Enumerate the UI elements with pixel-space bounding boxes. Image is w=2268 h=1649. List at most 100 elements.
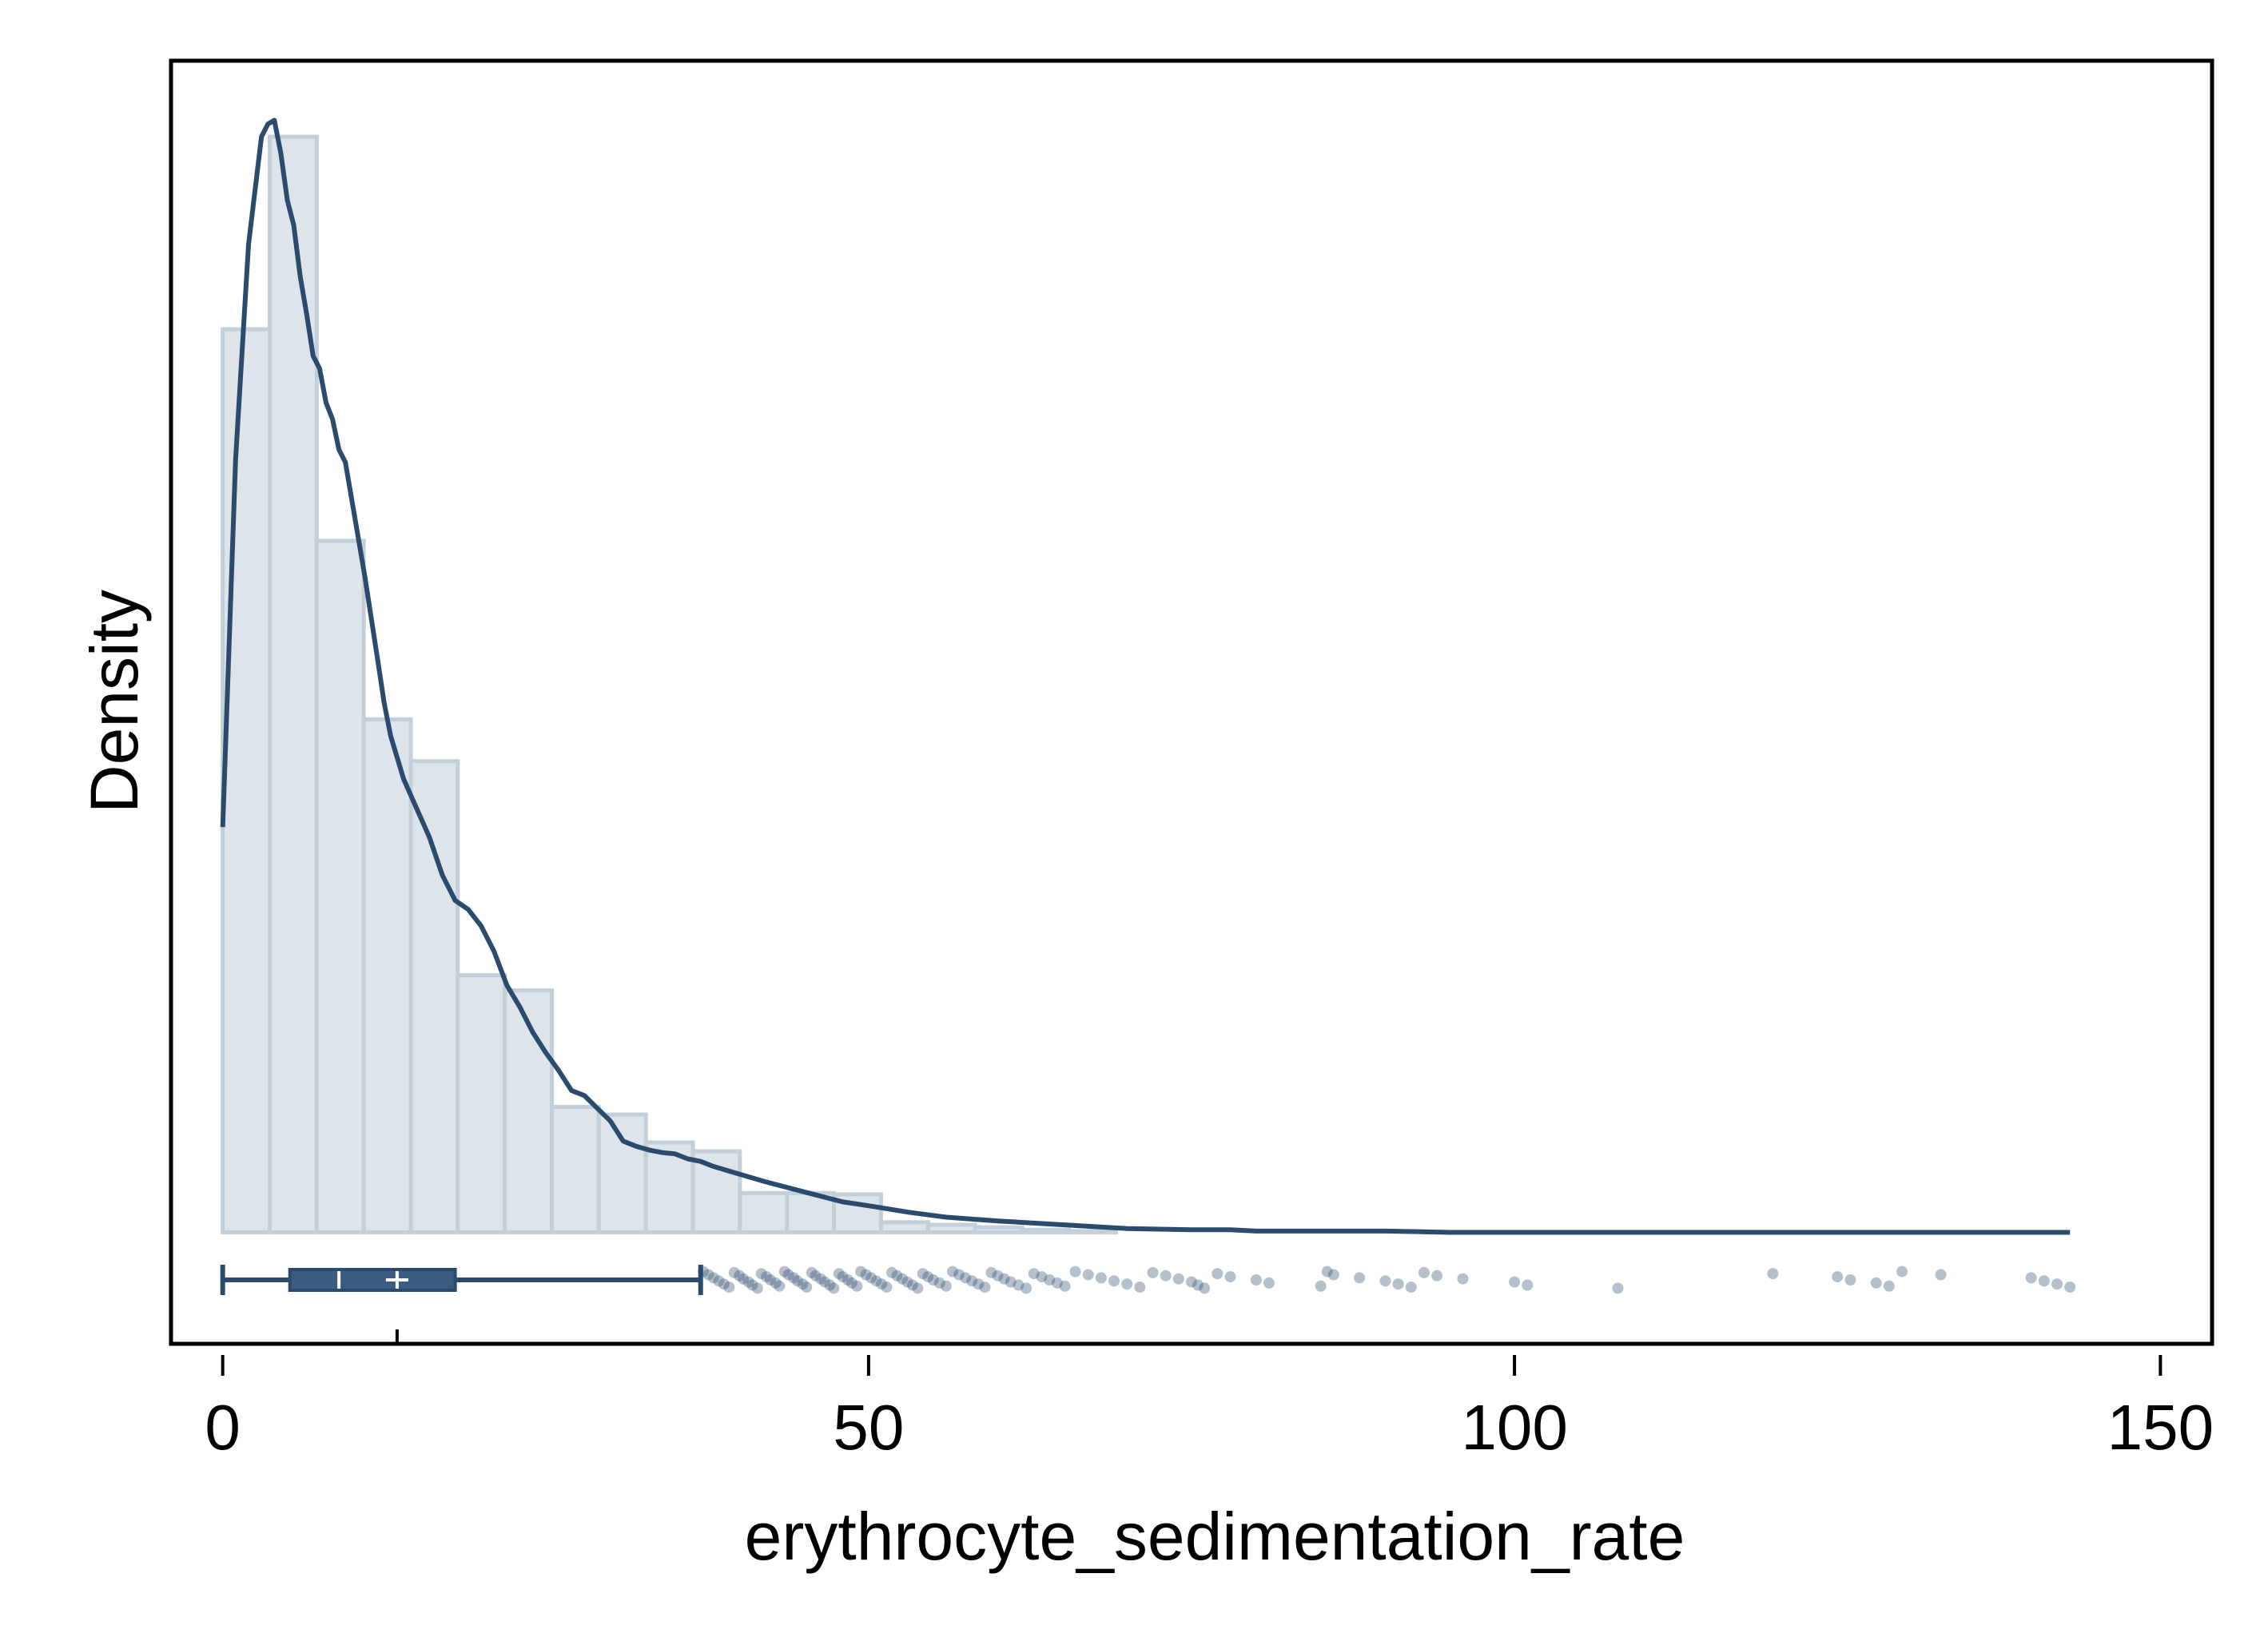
outlier-point: [1263, 1277, 1275, 1289]
outlier-point: [1108, 1275, 1120, 1287]
outlier-point: [1509, 1276, 1521, 1288]
histogram-bar: [503, 988, 555, 1234]
outlier-point: [860, 1269, 872, 1281]
outlier-point: [885, 1266, 897, 1278]
outlier-point: [1612, 1282, 1624, 1294]
outlier-point: [713, 1275, 725, 1287]
outlier-point: [837, 1271, 849, 1283]
outlier-point: [1832, 1271, 1844, 1283]
outlier-point: [896, 1273, 908, 1285]
outlier-point: [778, 1266, 790, 1277]
outlier-point: [782, 1269, 794, 1281]
outlier-point: [728, 1266, 740, 1278]
outlier-point: [1095, 1272, 1107, 1284]
plot-frame: [169, 58, 2214, 1346]
outlier-point: [1327, 1269, 1339, 1281]
histogram-bar: [550, 1105, 601, 1234]
outlier-point: [1121, 1278, 1133, 1290]
outlier-point: [1870, 1277, 1882, 1289]
outlier-point: [1321, 1266, 1333, 1277]
outlier-point: [801, 1281, 813, 1293]
histogram-bar: [408, 759, 460, 1234]
y-axis-label: Density: [77, 590, 152, 813]
outlier-point: [1405, 1281, 1417, 1293]
outlier-point: [1354, 1272, 1366, 1284]
outlier-point: [1883, 1280, 1895, 1292]
outlier-point: [707, 1272, 719, 1284]
x-tick-label: 150: [2107, 1392, 2214, 1463]
outlier-point: [1457, 1273, 1469, 1285]
outlier-point: [788, 1272, 800, 1284]
boxplot: [220, 1265, 703, 1295]
outlier-point: [865, 1272, 877, 1284]
x-axis: 0 50 100 150: [205, 1329, 2214, 1463]
outlier-point: [842, 1274, 854, 1285]
histogram-bar: [878, 1220, 930, 1234]
outlier-point: [1134, 1281, 1146, 1293]
outlier-point: [1192, 1279, 1204, 1291]
outlier-point: [751, 1282, 763, 1294]
outlier-point: [1199, 1282, 1211, 1294]
histogram-bar: [925, 1222, 977, 1234]
outlier-point: [1392, 1278, 1404, 1290]
outlier-point: [1224, 1271, 1236, 1283]
outlier-point: [966, 1275, 978, 1287]
outlier-point: [940, 1280, 952, 1292]
outlier-point: [774, 1280, 786, 1292]
outlier-point: [2038, 1275, 2050, 1287]
density-curve-layer: [220, 117, 2071, 1235]
outlier-point: [1013, 1279, 1025, 1291]
outlier-point: [1059, 1280, 1071, 1292]
x-tick-label: 50: [833, 1392, 904, 1463]
outlier-point: [973, 1278, 985, 1290]
outlier-point: [2051, 1278, 2063, 1290]
outlier-point: [1021, 1282, 1033, 1294]
outlier-point: [738, 1273, 750, 1285]
outlier-point: [1250, 1274, 1262, 1285]
outlier-point: [1069, 1266, 1081, 1277]
outlier-point: [946, 1266, 958, 1277]
outlier-point: [1844, 1274, 1856, 1285]
outlier-point: [702, 1269, 714, 1281]
outlier-point: [1315, 1280, 1327, 1292]
histogram-bars: [221, 134, 1119, 1234]
outlier-point: [818, 1276, 830, 1288]
outlier-point: [927, 1274, 939, 1285]
histogram-bar: [221, 327, 272, 1234]
outlier-point: [876, 1278, 888, 1290]
outlier-point: [870, 1275, 882, 1287]
outlier-point: [746, 1279, 758, 1291]
histogram-bar: [738, 1190, 790, 1234]
outlier-point: [998, 1273, 1010, 1285]
histogram-bar: [361, 717, 413, 1234]
outlier-point: [953, 1269, 965, 1281]
outlier-point: [761, 1271, 773, 1283]
outlier-point: [1431, 1270, 1443, 1281]
outlier-point: [979, 1281, 991, 1293]
outlier-point: [912, 1282, 924, 1294]
histogram-bar: [314, 538, 366, 1234]
histogram-bar: [1067, 1229, 1119, 1234]
outlier-point: [765, 1274, 777, 1285]
boxplot-box: [288, 1268, 457, 1292]
outlier-point: [960, 1272, 972, 1284]
outlier-point: [901, 1276, 913, 1288]
outlier-point: [806, 1266, 818, 1278]
outlier-point: [1082, 1269, 1094, 1281]
outlier-point: [2064, 1281, 2076, 1293]
histogram-bar: [1020, 1227, 1072, 1234]
histogram-bar: [973, 1225, 1025, 1234]
outlier-point: [797, 1278, 809, 1290]
outlier-point: [1418, 1266, 1430, 1278]
outlier-point: [697, 1266, 709, 1277]
outlier-point: [1051, 1277, 1063, 1289]
outlier-point: [1005, 1276, 1017, 1288]
outlier-point: [992, 1270, 1004, 1281]
x-tick-label: 100: [1461, 1392, 1567, 1463]
density-curve: [220, 117, 2071, 1235]
outlier-point: [855, 1266, 867, 1277]
histogram-bar: [456, 973, 507, 1234]
outlier-points: [697, 1266, 2076, 1294]
